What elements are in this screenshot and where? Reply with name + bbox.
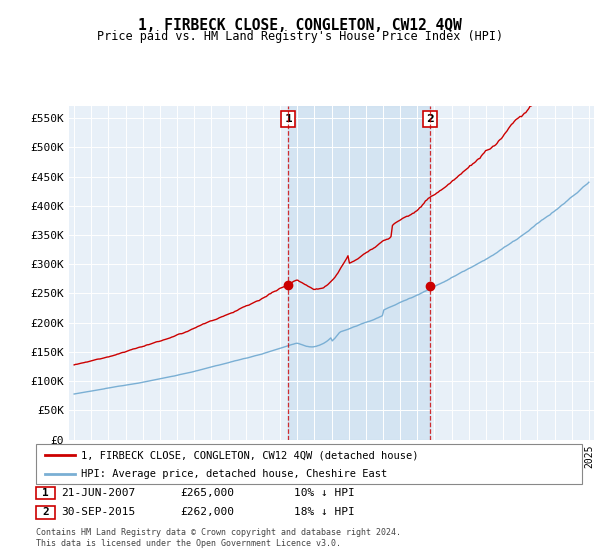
Text: 18% ↓ HPI: 18% ↓ HPI [294, 507, 355, 517]
Bar [288, 106, 430, 440]
Text: 1, FIRBECK CLOSE, CONGLETON, CW12 4QW: 1, FIRBECK CLOSE, CONGLETON, CW12 4QW [138, 18, 462, 33]
Text: 10% ↓ HPI: 10% ↓ HPI [294, 488, 355, 498]
Text: Price paid vs. HM Land Registry's House Price Index (HPI): Price paid vs. HM Land Registry's House … [97, 30, 503, 43]
Text: HPI: Average price, detached house, Cheshire East: HPI: Average price, detached house, Ches… [81, 469, 387, 479]
Text: 1: 1 [42, 488, 49, 498]
Text: 1: 1 [284, 114, 292, 124]
Text: 30-SEP-2015: 30-SEP-2015 [61, 507, 136, 517]
Text: 21-JUN-2007: 21-JUN-2007 [61, 488, 136, 498]
Text: Contains HM Land Registry data © Crown copyright and database right 2024.
This d: Contains HM Land Registry data © Crown c… [36, 528, 401, 548]
Text: 2: 2 [426, 114, 434, 124]
Text: £262,000: £262,000 [180, 507, 234, 517]
Text: 2: 2 [42, 507, 49, 517]
Text: £265,000: £265,000 [180, 488, 234, 498]
Text: 1, FIRBECK CLOSE, CONGLETON, CW12 4QW (detached house): 1, FIRBECK CLOSE, CONGLETON, CW12 4QW (d… [81, 450, 419, 460]
